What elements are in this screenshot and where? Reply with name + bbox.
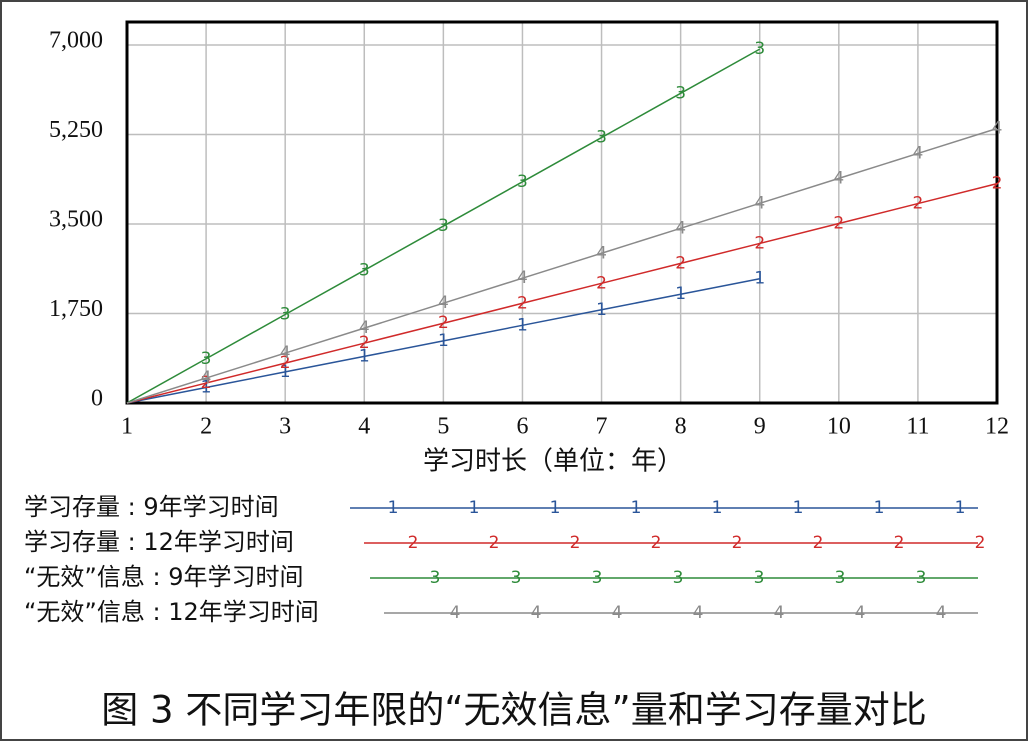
- point-marker: 3: [438, 216, 449, 236]
- x-tick-label: 8: [675, 414, 687, 440]
- point-marker: 4: [517, 268, 528, 288]
- point-marker: 2: [675, 253, 686, 273]
- point-marker: 4: [912, 143, 923, 163]
- y-tick-label: 3,500: [49, 207, 103, 233]
- point-marker: 3: [675, 83, 686, 103]
- legend-marker: 2: [732, 533, 743, 553]
- point-marker: 2: [517, 293, 528, 313]
- legend-marker: 1: [631, 498, 642, 518]
- x-tick-label: 7: [596, 414, 608, 440]
- legend-marker: 4: [936, 603, 947, 623]
- y-tick-label: 7,000: [49, 28, 103, 54]
- legend-marker: 4: [612, 603, 623, 623]
- legend-marker: 2: [408, 533, 419, 553]
- point-marker: 4: [359, 318, 370, 338]
- caption: 图 3 不同学习年限的“无效信息”量和学习存量对比: [101, 689, 926, 732]
- point-marker: 2: [912, 194, 923, 214]
- legend-marker: 3: [916, 568, 927, 588]
- series-line: [126, 127, 998, 404]
- plot-frame: [125, 20, 999, 405]
- x-tick-label: 4: [358, 414, 370, 440]
- y-tick-label: 0: [91, 386, 103, 412]
- series-line: [126, 182, 998, 404]
- legend-marker: 1: [874, 498, 885, 518]
- point-marker: 3: [201, 349, 212, 369]
- point-marker: 4: [833, 168, 844, 188]
- legend-marker: 1: [955, 498, 966, 518]
- point-marker: 4: [596, 243, 607, 263]
- x-tick-label: 3: [279, 414, 291, 440]
- point-marker: 2: [438, 313, 449, 333]
- point-marker: 3: [280, 305, 291, 325]
- legend-marker: 3: [673, 568, 684, 588]
- point-marker: 3: [517, 172, 528, 192]
- legend-marker: 1: [793, 498, 804, 518]
- legend-label: “无效”信息 : 12年学习时间: [24, 598, 319, 626]
- y-tick-label: 1,750: [49, 296, 103, 322]
- point-marker: 1: [675, 284, 686, 304]
- x-tick-label: 12: [985, 414, 1009, 440]
- series-line: [126, 48, 761, 404]
- legend-label: “无效”信息 : 9年学习时间: [24, 563, 303, 591]
- legend-marker: 2: [489, 533, 500, 553]
- x-tick-label: 2: [200, 414, 212, 440]
- point-marker: 4: [280, 343, 291, 363]
- point-marker: 3: [596, 128, 607, 148]
- point-marker: 1: [596, 300, 607, 320]
- point-marker: 2: [280, 353, 291, 373]
- x-tick-label: 6: [516, 414, 528, 440]
- point-marker: 3: [754, 39, 765, 59]
- point-marker: 1: [517, 315, 528, 335]
- legend-marker: 1: [469, 498, 480, 518]
- point-marker: 1: [359, 346, 370, 366]
- point-marker: 4: [754, 193, 765, 213]
- legend-marker: 4: [450, 603, 461, 623]
- point-marker: 4: [992, 118, 1003, 138]
- legend-marker: 2: [894, 533, 905, 553]
- legend-marker: 4: [693, 603, 704, 623]
- series-line: [126, 277, 760, 404]
- point-marker: 4: [201, 368, 212, 388]
- point-marker: 3: [359, 260, 370, 280]
- legend-marker: 4: [531, 603, 542, 623]
- x-tick-label: 9: [754, 414, 766, 440]
- x-tick-label: 10: [827, 414, 851, 440]
- legend-marker: 1: [388, 498, 399, 518]
- legend-marker: 1: [550, 498, 561, 518]
- legend-marker: 3: [754, 568, 765, 588]
- point-marker: 2: [596, 273, 607, 293]
- point-marker: 1: [280, 362, 291, 382]
- legend-label: 学习存量 : 9年学习时间: [24, 493, 279, 521]
- legend-marker: 2: [651, 533, 662, 553]
- x-tick-label: 11: [906, 414, 929, 440]
- point-marker: 1: [754, 269, 765, 289]
- legend-marker: 2: [813, 533, 824, 553]
- legend-marker: 1: [712, 498, 723, 518]
- point-marker: 1: [201, 377, 212, 397]
- point-marker: 2: [992, 174, 1003, 194]
- x-tick-label: 5: [437, 414, 449, 440]
- point-marker: 2: [359, 333, 370, 353]
- legend-marker: 3: [511, 568, 522, 588]
- point-marker: 4: [438, 293, 449, 313]
- x-axis-label: 学习时长（单位：年）: [423, 447, 683, 477]
- legend-marker: 4: [855, 603, 866, 623]
- legend-label: 学习存量 : 12年学习时间: [24, 528, 294, 556]
- legend-marker: 3: [430, 568, 441, 588]
- point-marker: 2: [833, 213, 844, 233]
- legend-marker: 3: [592, 568, 603, 588]
- point-marker: 1: [438, 331, 449, 351]
- y-tick-label: 5,250: [49, 117, 103, 143]
- legend-marker: 2: [570, 533, 581, 553]
- x-tick-label: 1: [121, 414, 133, 440]
- legend-marker: 2: [975, 533, 986, 553]
- legend-marker: 3: [835, 568, 846, 588]
- point-marker: 4: [675, 218, 686, 238]
- legend-marker: 4: [774, 603, 785, 623]
- point-marker: 2: [201, 373, 212, 393]
- point-marker: 2: [754, 233, 765, 253]
